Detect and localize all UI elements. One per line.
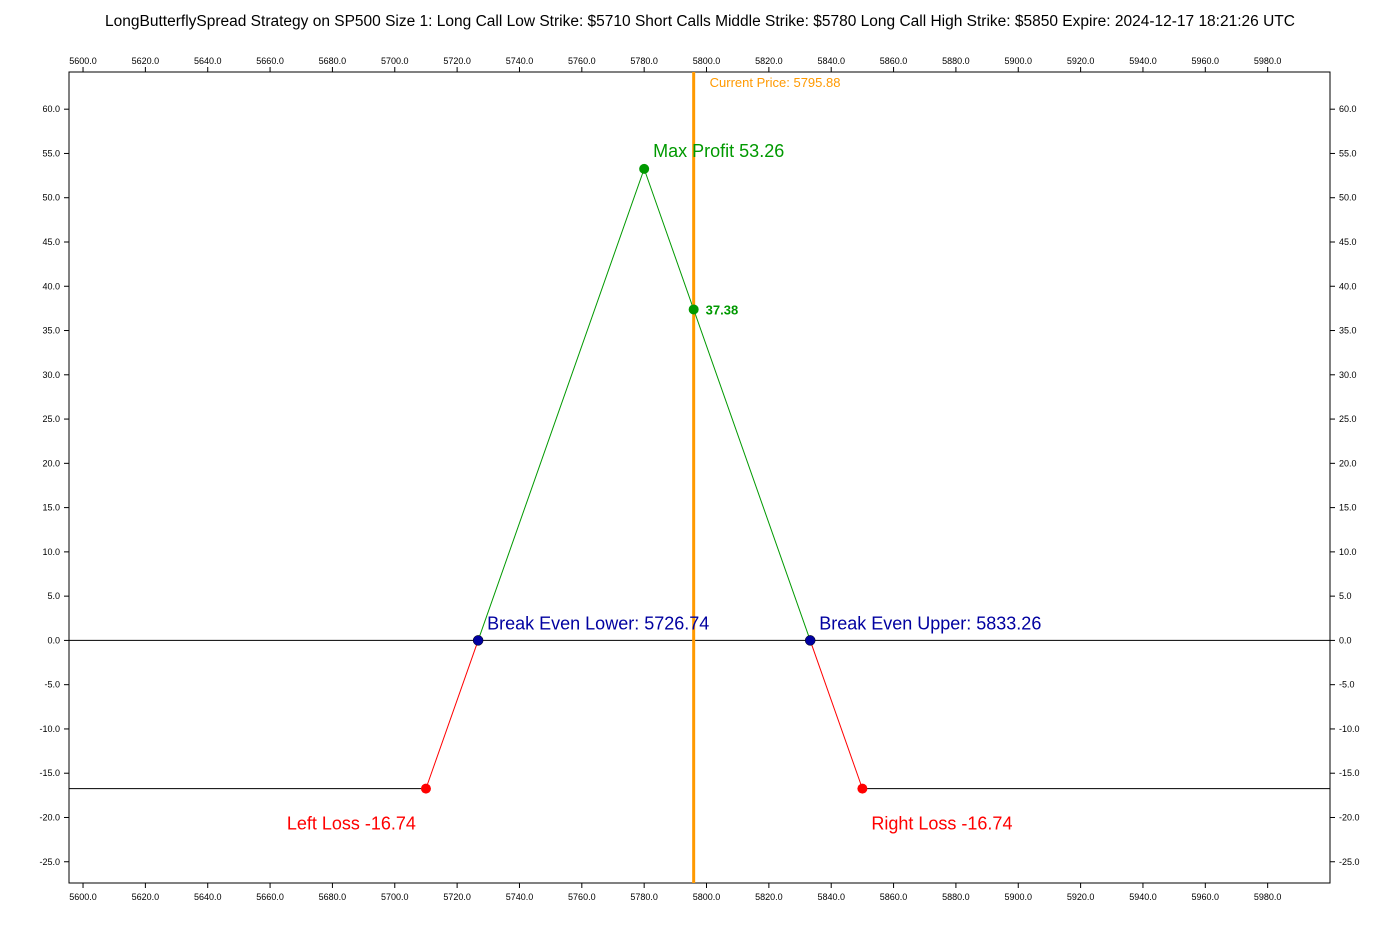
x-tick-label-top: 5980.0 <box>1254 56 1282 66</box>
x-tick-label-top: 5920.0 <box>1067 56 1095 66</box>
y-tick-label-right: 55.0 <box>1339 148 1357 158</box>
x-tick-label-bottom: 5780.0 <box>630 892 658 902</box>
key-point-label: Break Even Lower: 5726.74 <box>487 613 709 633</box>
y-tick-label-right: 20.0 <box>1339 458 1357 468</box>
y-tick-label-left: 50.0 <box>42 193 60 203</box>
x-tick-label-bottom: 5960.0 <box>1192 892 1220 902</box>
y-tick-label-right: -15.0 <box>1339 768 1360 778</box>
x-tick-label-bottom: 5720.0 <box>443 892 471 902</box>
chart-title: LongButterflySpread Strategy on SP500 Si… <box>105 13 1295 30</box>
x-tick-label-top: 5960.0 <box>1192 56 1220 66</box>
x-tick-label-bottom: 5660.0 <box>256 892 284 902</box>
y-tick-label-right: 50.0 <box>1339 193 1357 203</box>
x-tick-label-top: 5900.0 <box>1004 56 1032 66</box>
key-point-label: Left Loss -16.74 <box>287 814 416 834</box>
payoff-segment <box>477 168 645 641</box>
y-tick-label-right: 10.0 <box>1339 547 1357 557</box>
current-price-value-label: 37.38 <box>706 302 739 317</box>
y-tick-label-left: -15.0 <box>39 768 60 778</box>
x-tick-label-bottom: 5840.0 <box>817 892 845 902</box>
x-tick-label-top: 5880.0 <box>942 56 970 66</box>
y-tick-label-right: 25.0 <box>1339 414 1357 424</box>
y-tick-label-right: 30.0 <box>1339 370 1357 380</box>
key-point-label: Max Profit 53.26 <box>653 141 784 161</box>
y-tick-label-left: -20.0 <box>39 812 60 822</box>
y-tick-label-right: 0.0 <box>1339 635 1352 645</box>
x-tick-label-top: 5820.0 <box>755 56 783 66</box>
y-tick-label-right: -25.0 <box>1339 857 1360 867</box>
y-tick-label-left: 0.0 <box>47 635 60 645</box>
y-tick-label-left: 40.0 <box>42 281 60 291</box>
x-tick-label-bottom: 5620.0 <box>132 892 160 902</box>
payoff-segment <box>425 640 479 789</box>
key-point <box>857 783 868 794</box>
y-tick-label-left: 30.0 <box>42 370 60 380</box>
x-tick-label-bottom: 5800.0 <box>693 892 721 902</box>
y-tick-label-left: -10.0 <box>39 724 60 734</box>
y-tick-label-right: 35.0 <box>1339 326 1357 336</box>
y-tick-label-right: 45.0 <box>1339 237 1357 247</box>
x-tick-label-bottom: 5980.0 <box>1254 892 1282 902</box>
key-point-label: Right Loss -16.74 <box>871 814 1012 834</box>
x-tick-label-top: 5700.0 <box>381 56 409 66</box>
y-tick-label-right: -5.0 <box>1339 680 1355 690</box>
x-tick-label-top: 5760.0 <box>568 56 596 66</box>
y-tick-label-left: -25.0 <box>39 857 60 867</box>
x-tick-label-bottom: 5760.0 <box>568 892 596 902</box>
y-tick-label-left: 60.0 <box>42 104 60 114</box>
y-tick-label-left: -5.0 <box>44 680 60 690</box>
y-tick-label-left: 15.0 <box>42 503 60 513</box>
key-point-label: Break Even Upper: 5833.26 <box>819 613 1041 633</box>
x-tick-label-bottom: 5900.0 <box>1004 892 1032 902</box>
x-tick-label-top: 5800.0 <box>693 56 721 66</box>
x-tick-label-bottom: 5880.0 <box>942 892 970 902</box>
y-tick-label-right: 5.0 <box>1339 591 1352 601</box>
y-tick-label-left: 45.0 <box>42 237 60 247</box>
x-tick-label-top: 5640.0 <box>194 56 222 66</box>
key-point <box>639 163 650 174</box>
x-tick-label-bottom: 5740.0 <box>506 892 534 902</box>
x-tick-label-bottom: 5600.0 <box>69 892 97 902</box>
y-tick-label-left: 20.0 <box>42 458 60 468</box>
x-tick-label-bottom: 5640.0 <box>194 892 222 902</box>
x-tick-label-bottom: 5920.0 <box>1067 892 1095 902</box>
y-tick-label-left: 10.0 <box>42 547 60 557</box>
payoff-segment <box>809 640 863 789</box>
y-tick-label-right: 15.0 <box>1339 503 1357 513</box>
x-tick-label-top: 5840.0 <box>817 56 845 66</box>
x-tick-label-bottom: 5860.0 <box>880 892 908 902</box>
x-tick-label-top: 5740.0 <box>506 56 534 66</box>
x-tick-label-bottom: 5820.0 <box>755 892 783 902</box>
y-tick-label-right: -20.0 <box>1339 812 1360 822</box>
x-tick-label-top: 5720.0 <box>443 56 471 66</box>
y-tick-label-right: -10.0 <box>1339 724 1360 734</box>
key-point <box>804 635 816 646</box>
x-tick-label-top: 5860.0 <box>880 56 908 66</box>
plot-frame <box>68 71 1331 884</box>
x-tick-label-top: 5660.0 <box>256 56 284 66</box>
y-tick-label-left: 25.0 <box>42 414 60 424</box>
x-tick-label-top: 5620.0 <box>132 56 160 66</box>
current-price-point <box>688 304 699 315</box>
x-tick-label-bottom: 5700.0 <box>381 892 409 902</box>
x-tick-label-top: 5600.0 <box>69 56 97 66</box>
y-tick-label-right: 40.0 <box>1339 281 1357 291</box>
key-point <box>472 635 484 646</box>
key-point <box>420 783 431 794</box>
y-tick-label-left: 5.0 <box>47 591 60 601</box>
x-tick-label-top: 5780.0 <box>630 56 658 66</box>
payoff-segment <box>643 168 811 641</box>
x-tick-label-bottom: 5940.0 <box>1129 892 1157 902</box>
y-tick-label-left: 35.0 <box>42 326 60 336</box>
x-tick-label-top: 5680.0 <box>319 56 347 66</box>
x-tick-label-top: 5940.0 <box>1129 56 1157 66</box>
x-tick-label-bottom: 5680.0 <box>319 892 347 902</box>
current-price-label: Current Price: 5795.88 <box>710 75 841 90</box>
y-tick-label-left: 55.0 <box>42 148 60 158</box>
y-tick-label-right: 60.0 <box>1339 104 1357 114</box>
